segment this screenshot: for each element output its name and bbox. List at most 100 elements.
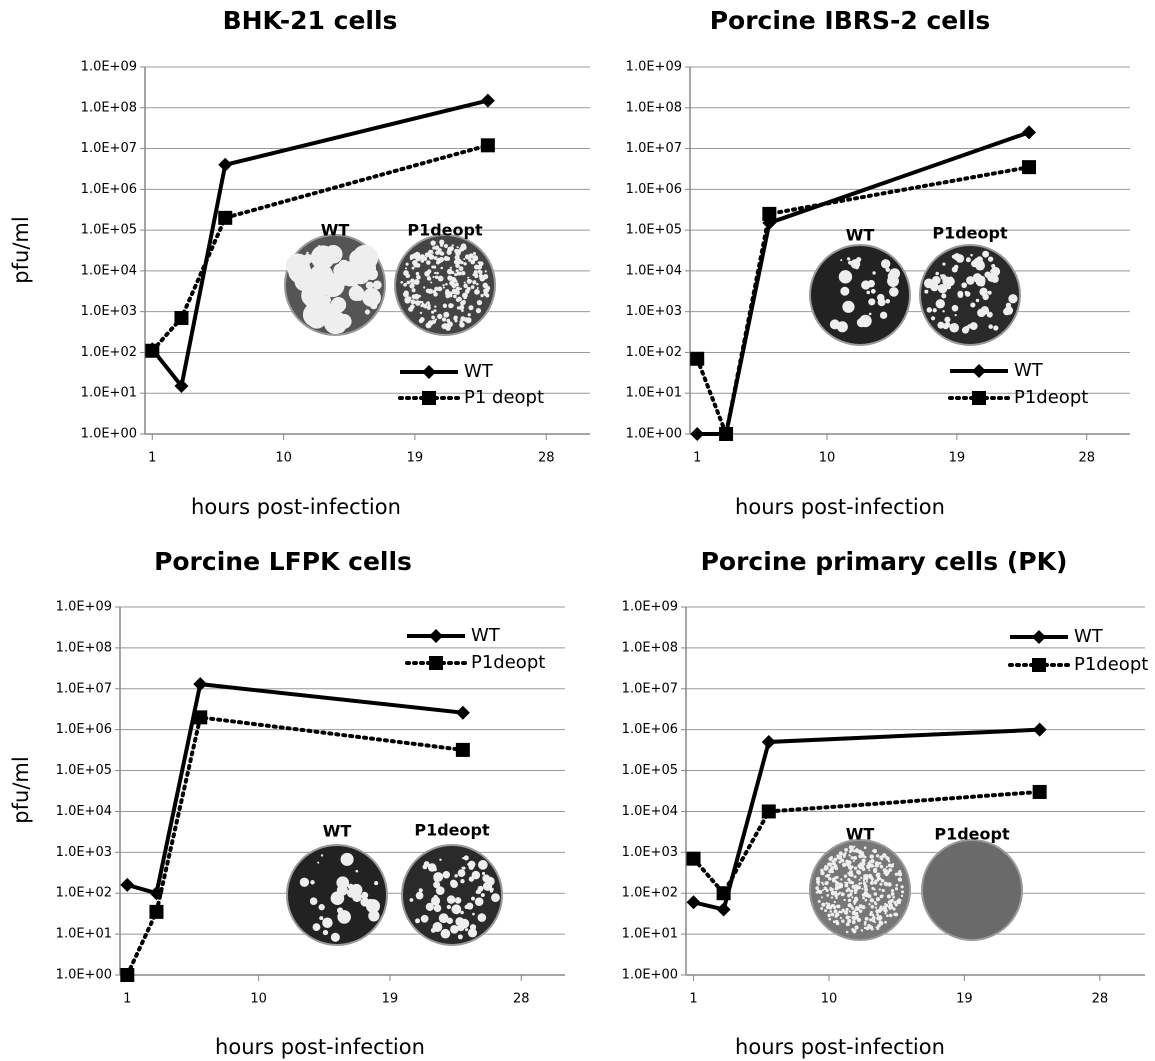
plaque	[854, 909, 856, 911]
plaque	[460, 919, 470, 929]
plaque	[443, 287, 445, 289]
plaque	[451, 904, 461, 914]
plaque	[872, 865, 874, 867]
plaque	[434, 877, 438, 881]
plaque	[854, 875, 857, 878]
x-tick-label: 10	[821, 992, 838, 1007]
plaque	[827, 904, 830, 907]
plaque	[868, 903, 870, 905]
marker	[481, 94, 495, 108]
plaque	[858, 854, 862, 858]
plaque	[881, 259, 890, 268]
legend-label: P1deopt	[1074, 654, 1148, 675]
plaque	[423, 286, 425, 288]
plaque	[826, 894, 829, 897]
y-tick-label: 1.0E+06	[56, 722, 112, 737]
plaque	[1003, 308, 1010, 315]
plaque	[841, 919, 844, 922]
inset-label: P1deopt	[932, 224, 1008, 243]
plaque	[867, 862, 871, 866]
y-tick-label: 1.0E+07	[622, 681, 678, 696]
plaque	[453, 318, 455, 320]
y-tick-label: 1.0E+08	[56, 640, 112, 655]
plaque	[877, 876, 881, 880]
plaque	[875, 862, 877, 864]
plaque	[955, 314, 957, 316]
plaque	[452, 244, 454, 246]
marker	[687, 895, 701, 909]
y-tick-label: 1.0E+09	[622, 600, 678, 615]
marker	[218, 158, 232, 172]
plaque	[828, 869, 832, 873]
plaque	[888, 860, 890, 862]
plaque	[855, 848, 859, 852]
plaque	[442, 284, 444, 286]
y-tick-label: 1.0E+06	[81, 182, 137, 197]
plaque	[844, 852, 846, 854]
plaque	[854, 891, 857, 894]
plaque	[435, 882, 439, 886]
plaque	[933, 308, 937, 312]
plaque	[884, 921, 887, 924]
plaque	[460, 879, 464, 883]
plaque	[816, 880, 820, 884]
inset-label: P1deopt	[414, 821, 490, 840]
y-tick-label: 1.0E+01	[81, 386, 137, 401]
plaque	[336, 876, 349, 889]
plaque-image	[810, 245, 910, 345]
plaque	[967, 324, 971, 328]
plaque	[880, 312, 887, 319]
plaque-image	[402, 845, 502, 945]
plaque	[940, 274, 942, 276]
plaque	[882, 889, 885, 892]
plaque	[979, 281, 985, 287]
marker	[690, 352, 704, 366]
plaque	[434, 272, 436, 274]
plaque	[850, 856, 853, 859]
plaque	[895, 873, 898, 876]
plaque	[871, 887, 874, 890]
plaque	[894, 913, 898, 917]
plaque	[839, 883, 843, 887]
x-axis-label: hours post-infection	[215, 1035, 425, 1059]
plaque	[861, 851, 864, 854]
plaque	[834, 901, 836, 903]
plaque	[864, 846, 867, 849]
plaque	[403, 270, 409, 276]
plaque	[458, 934, 463, 939]
plaque	[416, 258, 419, 261]
plaque	[816, 891, 818, 893]
plaque	[475, 897, 484, 906]
plaque	[463, 296, 467, 300]
plaque	[886, 914, 889, 917]
plaque	[435, 250, 440, 255]
plaque	[323, 930, 328, 935]
plaque	[362, 288, 381, 307]
inset-label: P1deopt	[407, 221, 483, 240]
plaque	[880, 865, 884, 869]
marker	[687, 852, 701, 866]
plaque	[412, 267, 415, 270]
plaque	[483, 882, 492, 891]
x-tick-label: 19	[949, 451, 966, 466]
marker	[481, 138, 495, 152]
plaque	[412, 288, 416, 292]
y-tick-label: 1.0E+03	[56, 845, 112, 860]
plaque-image	[810, 840, 910, 940]
plaque	[876, 873, 880, 877]
plaque	[965, 291, 968, 294]
marker	[193, 710, 207, 724]
plaque	[410, 898, 414, 902]
plaque	[482, 872, 485, 875]
y-tick-label: 1.0E+05	[81, 223, 137, 238]
plaque	[428, 306, 431, 309]
marker	[972, 391, 986, 405]
plaque	[459, 305, 464, 310]
plaque	[949, 323, 959, 333]
x-tick-label: 10	[819, 451, 836, 466]
plaque	[446, 871, 448, 873]
plaque	[824, 887, 827, 890]
plaque	[433, 290, 436, 293]
plaque	[485, 270, 487, 272]
plaque	[300, 878, 309, 887]
